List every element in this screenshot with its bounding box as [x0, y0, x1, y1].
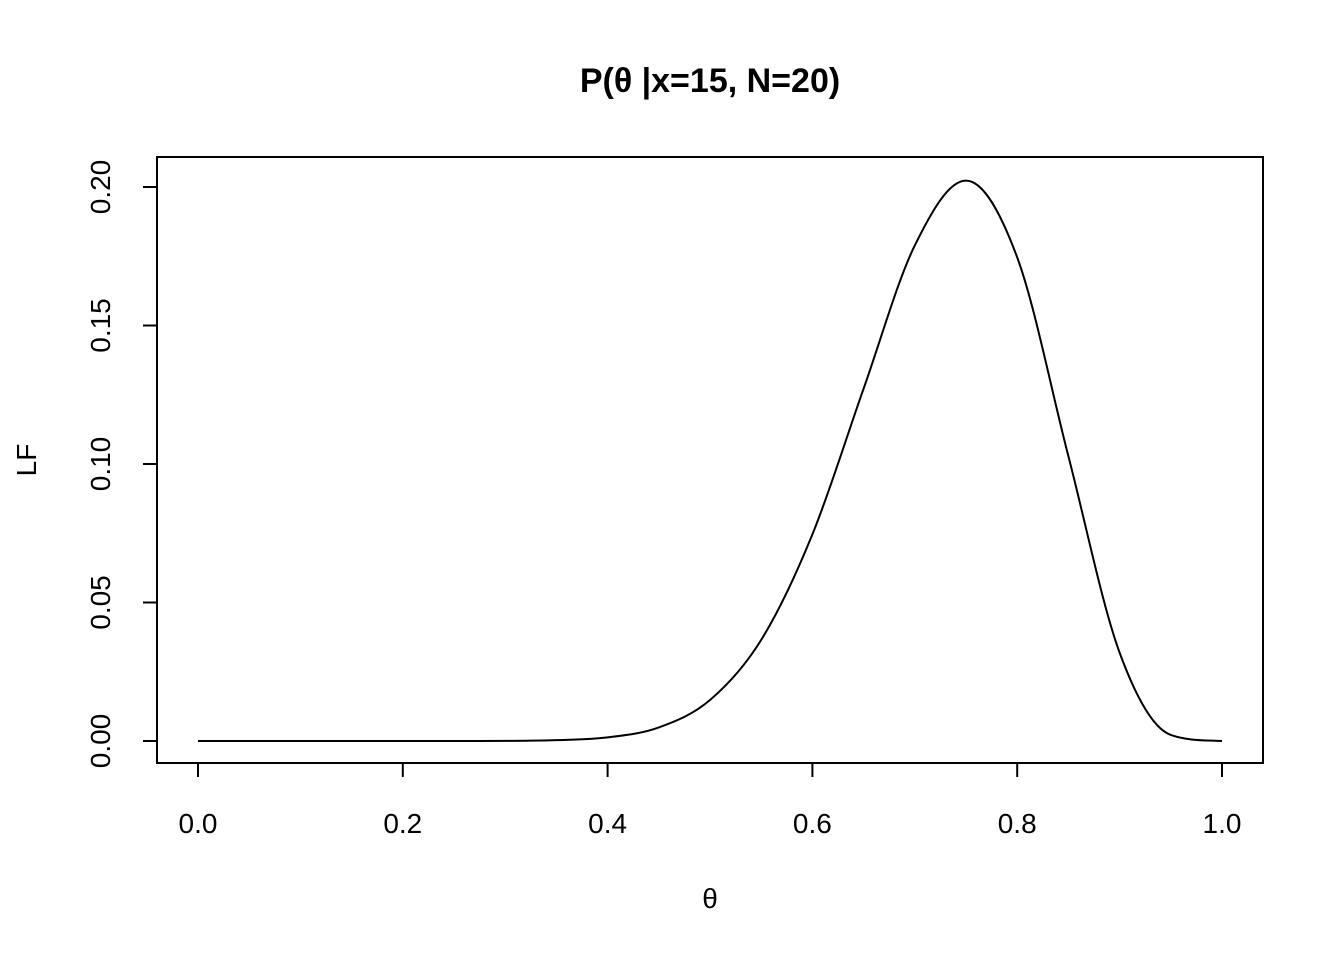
chart-title: P(θ |x=15, N=20): [580, 62, 840, 100]
plot-frame: [156, 156, 1264, 764]
y-ticks: 0.00 0.05 0.10 0.15 0.20: [85, 160, 157, 769]
y-tick-label: 0.20: [85, 160, 116, 215]
x-tick-label: 0.6: [793, 808, 832, 839]
series-line: [198, 179, 1223, 742]
x-tick-label: 0.4: [588, 808, 627, 839]
x-ticks: 0.0 0.2 0.4 0.6 0.8 1.0: [179, 763, 1242, 839]
x-tick-label: 0.0: [179, 808, 218, 839]
x-tick-label: 0.8: [998, 808, 1037, 839]
y-tick-label: 0.10: [85, 437, 116, 492]
x-tick-label: 0.2: [383, 808, 422, 839]
y-axis-label: LF: [11, 444, 42, 477]
y-tick-label: 0.05: [85, 575, 116, 630]
y-tick-label: 0.15: [85, 298, 116, 353]
x-tick-label: 1.0: [1203, 808, 1242, 839]
y-tick-label: 0.00: [85, 714, 116, 769]
x-axis-label: θ: [702, 883, 718, 914]
